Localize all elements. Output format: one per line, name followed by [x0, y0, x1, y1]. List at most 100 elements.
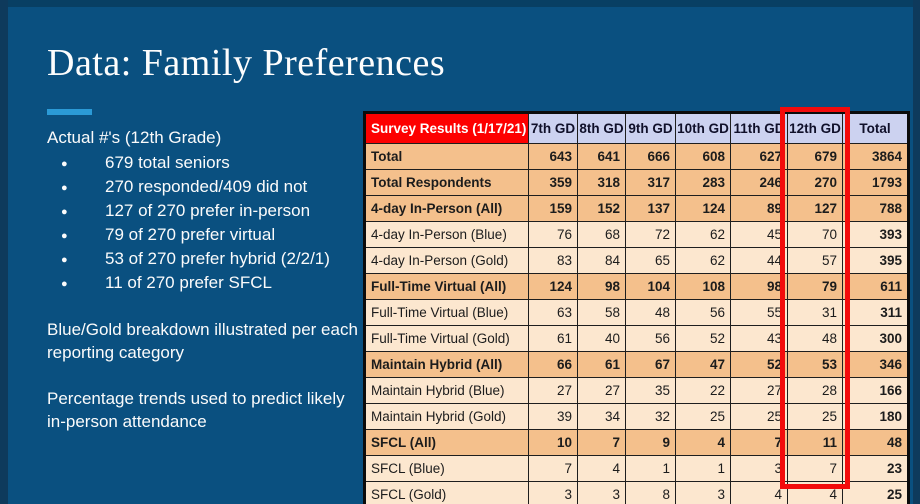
table-cell: 27 [577, 377, 626, 404]
table-cell: 3 [577, 481, 626, 504]
table-cell: 53 [787, 351, 843, 378]
table-cell: 31 [787, 299, 843, 326]
table-cell: 56 [675, 299, 731, 326]
table-cell: 35 [625, 377, 676, 404]
row-label: Full-Time Virtual (Gold) [364, 325, 529, 352]
column-header-11th: 11th GD [730, 112, 788, 144]
slide-edge-right [913, 0, 920, 504]
table-cell: 52 [730, 351, 788, 378]
page-title: Data: Family Preferences [47, 42, 446, 84]
column-header-10th: 10th GD [675, 112, 731, 144]
table-cell: 393 [842, 221, 909, 248]
table-cell: 166 [842, 377, 909, 404]
table-cell: 57 [787, 247, 843, 274]
table-cell: 67 [625, 351, 676, 378]
slide-edge-left [0, 0, 8, 504]
row-label: Full-Time Virtual (All) [364, 273, 529, 300]
table-cell: 1793 [842, 169, 909, 196]
table-cell: 34 [577, 403, 626, 430]
table-cell: 83 [528, 247, 578, 274]
table-cell: 63 [528, 299, 578, 326]
table-cell: 62 [675, 247, 731, 274]
table-cell: 641 [577, 143, 626, 170]
notes-paragraph: Percentage trends used to predict likely… [47, 389, 345, 431]
title-accent-bar [47, 109, 92, 115]
table-cell: 98 [730, 273, 788, 300]
notes-bullet-list: 679 total seniors 270 responded/409 did … [47, 151, 362, 296]
table-cell: 79 [787, 273, 843, 300]
table-row: Total 643 641 666 608 627 679 3864 [364, 143, 909, 170]
table-cell: 61 [577, 351, 626, 378]
row-label: Maintain Hybrid (Gold) [364, 403, 529, 430]
table-cell: 124 [528, 273, 578, 300]
table-cell: 3 [730, 455, 788, 482]
list-item: 79 of 270 prefer virtual [47, 223, 362, 248]
column-header-total: Total [842, 112, 909, 144]
notes-heading: Actual #'s (12th Grade) [47, 128, 222, 147]
table-cell: 89 [730, 195, 788, 222]
table-cell: 45 [730, 221, 788, 248]
table-cell: 270 [787, 169, 843, 196]
table-row: Full-Time Virtual (All) 124 98 104 108 98 79 61… [364, 273, 909, 300]
column-header-7th: 7th GD [528, 112, 578, 144]
table-cell: 62 [675, 221, 731, 248]
row-label: Total [364, 143, 529, 170]
table-cell: 627 [730, 143, 788, 170]
table-cell: 152 [577, 195, 626, 222]
table-cell: 137 [625, 195, 676, 222]
table-cell: 318 [577, 169, 626, 196]
table-cell: 25 [730, 403, 788, 430]
table-cell: 48 [842, 429, 909, 456]
table-cell: 32 [625, 403, 676, 430]
table-cell: 68 [577, 221, 626, 248]
table-cell: 679 [787, 143, 843, 170]
table-cell: 608 [675, 143, 731, 170]
table-cell: 84 [577, 247, 626, 274]
table-cell: 22 [675, 377, 731, 404]
table-row: SFCL (All) 10 7 9 4 7 11 48 [364, 429, 909, 456]
table-cell: 4 [577, 455, 626, 482]
row-label: 4-day In-Person (Gold) [364, 247, 529, 274]
table-cell: 27 [528, 377, 578, 404]
slide-edge-top [0, 0, 920, 7]
row-label: SFCL (Gold) [364, 481, 529, 504]
table-cell: 56 [625, 325, 676, 352]
table-cell: 58 [577, 299, 626, 326]
table-cell: 8 [625, 481, 676, 504]
survey-results-table: Survey Results (1/17/21) 7th GD 8th GD 9… [363, 111, 910, 504]
table-cell: 124 [675, 195, 731, 222]
table-row: 4-day In-Person (Gold) 83 84 65 62 44 57 395 [364, 247, 909, 274]
table-cell: 39 [528, 403, 578, 430]
table-cell: 317 [625, 169, 676, 196]
table-cell: 104 [625, 273, 676, 300]
table-cell: 25 [787, 403, 843, 430]
notes-panel: Actual #'s (12th Grade) 679 total senior… [47, 126, 362, 433]
table-cell: 395 [842, 247, 909, 274]
table-cell: 611 [842, 273, 909, 300]
table-cell: 9 [625, 429, 676, 456]
table-cell: 7 [787, 455, 843, 482]
table-cell: 72 [625, 221, 676, 248]
table-cell: 48 [787, 325, 843, 352]
table-cell: 7 [730, 429, 788, 456]
table-cell: 4 [730, 481, 788, 504]
table-cell: 643 [528, 143, 578, 170]
table-row: SFCL (Blue) 7 4 1 1 3 7 23 [364, 455, 909, 482]
table-row: Total Respondents 359 318 317 283 246 270 1793 [364, 169, 909, 196]
table-cell: 27 [730, 377, 788, 404]
table-cell: 7 [577, 429, 626, 456]
table-row: Full-Time Virtual (Gold) 61 40 56 52 43 48 300 [364, 325, 909, 352]
table-cell: 25 [675, 403, 731, 430]
table-cell: 108 [675, 273, 731, 300]
row-label: Maintain Hybrid (Blue) [364, 377, 529, 404]
table-cell: 55 [730, 299, 788, 326]
row-label: Full-Time Virtual (Blue) [364, 299, 529, 326]
table-cell: 180 [842, 403, 909, 430]
table-row: SFCL (Gold) 3 3 8 3 4 4 25 [364, 481, 909, 504]
table-cell: 25 [842, 481, 909, 504]
list-item: 270 responded/409 did not [47, 175, 362, 200]
table-cell: 283 [675, 169, 731, 196]
table-cell: 3864 [842, 143, 909, 170]
table-cell: 65 [625, 247, 676, 274]
